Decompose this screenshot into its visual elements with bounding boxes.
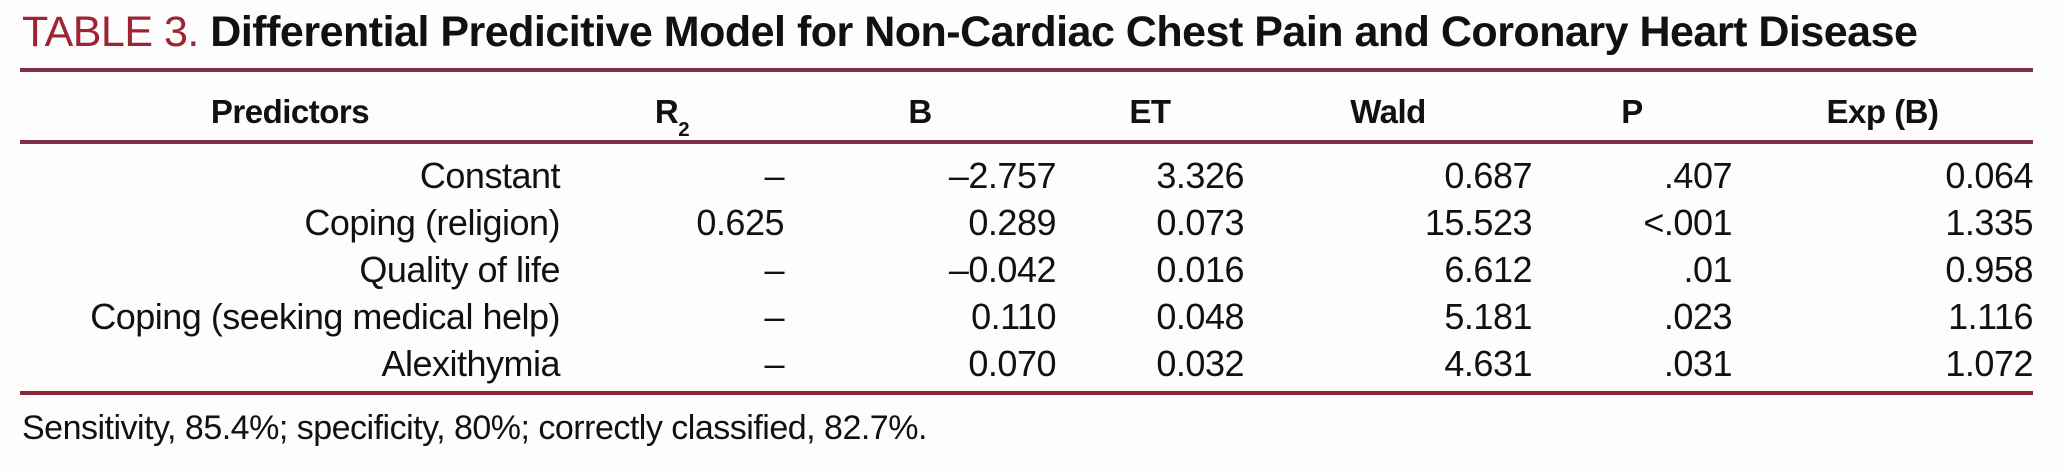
column-header-predictors: Predictors bbox=[210, 93, 370, 130]
cell-et: 0.048 bbox=[1156, 295, 1244, 337]
table-header: Predictors R2 B ET Wald P Exp (B) bbox=[20, 72, 2033, 152]
table-row: Coping (seeking medical help) – 0.110 0.… bbox=[20, 293, 2033, 340]
statistics-table: Predictors R2 B ET Wald P Exp (B) Consta… bbox=[20, 72, 2033, 387]
column-header-wald: Wald bbox=[1350, 93, 1426, 130]
cell-r2: 0.625 bbox=[696, 201, 784, 243]
cell-r2: – bbox=[764, 248, 784, 290]
cell-p: .407 bbox=[1663, 154, 1733, 196]
cell-exp-b: 0.064 bbox=[1945, 154, 2033, 196]
cell-r2: – bbox=[764, 154, 784, 196]
horizontal-rule-top bbox=[20, 68, 2033, 72]
cell-p: .01 bbox=[1683, 248, 1732, 290]
column-header-r2: R2 bbox=[560, 72, 784, 152]
cell-predictor: Coping (seeking medical help) bbox=[90, 295, 560, 337]
table-footnote: Sensitivity, 85.4%; specificity, 80%; co… bbox=[22, 409, 927, 447]
cell-predictor: Constant bbox=[419, 154, 561, 196]
column-header-exp-b: Exp (B) bbox=[1826, 93, 1940, 130]
cell-exp-b: 1.072 bbox=[1945, 342, 2033, 384]
cell-predictor: Alexithymia bbox=[381, 342, 560, 384]
table-body: Constant – –2.757 3.326 0.687 .407 0.064… bbox=[20, 152, 2033, 387]
cell-b: 0.289 bbox=[968, 201, 1056, 243]
cell-b: 0.070 bbox=[968, 342, 1056, 384]
table-title: Differential Predicitive Model for Non-C… bbox=[210, 8, 1918, 56]
cell-b: 0.110 bbox=[971, 295, 1056, 337]
cell-exp-b: 1.335 bbox=[1945, 201, 2033, 243]
table-row: Alexithymia – 0.070 0.032 4.631 .031 1.0… bbox=[20, 340, 2033, 387]
cell-b: –2.757 bbox=[948, 154, 1057, 196]
table-row: Coping (religion) 0.625 0.289 0.073 15.5… bbox=[20, 199, 2033, 246]
cell-et: 3.326 bbox=[1156, 154, 1244, 196]
column-header-p: P bbox=[1621, 93, 1643, 130]
cell-exp-b: 1.116 bbox=[1948, 295, 2033, 337]
cell-exp-b: 0.958 bbox=[1945, 248, 2033, 290]
cell-p: .023 bbox=[1663, 295, 1733, 337]
horizontal-rule-bottom bbox=[20, 391, 2033, 395]
cell-wald: 15.523 bbox=[1424, 201, 1533, 243]
r2-base: R bbox=[654, 93, 679, 130]
cell-wald: 0.687 bbox=[1444, 154, 1532, 196]
column-header-b: B bbox=[908, 93, 932, 130]
cell-r2: – bbox=[764, 295, 784, 337]
header-row: Predictors R2 B ET Wald P Exp (B) bbox=[20, 72, 2033, 152]
table-row: Constant – –2.757 3.326 0.687 .407 0.064 bbox=[20, 152, 2034, 199]
cell-predictor: Quality of life bbox=[359, 248, 560, 290]
table-number-label: TABLE 3. bbox=[22, 8, 199, 56]
horizontal-rule-under-header bbox=[20, 140, 2033, 144]
cell-wald: 4.631 bbox=[1444, 342, 1532, 384]
cell-p: .031 bbox=[1663, 342, 1733, 384]
table-heading: TABLE 3. Differential Predicitive Model … bbox=[22, 6, 1918, 58]
cell-wald: 5.181 bbox=[1444, 295, 1532, 337]
cell-et: 0.032 bbox=[1156, 342, 1244, 384]
cell-et: 0.016 bbox=[1156, 248, 1244, 290]
column-header-et: ET bbox=[1129, 93, 1171, 130]
cell-b: –0.042 bbox=[948, 248, 1057, 290]
table-row: Quality of life – –0.042 0.016 6.612 .01… bbox=[20, 246, 2033, 293]
r2-subscript: 2 bbox=[678, 118, 690, 142]
cell-p: <.001 bbox=[1643, 201, 1732, 243]
cell-r2: – bbox=[764, 342, 784, 384]
cell-wald: 6.612 bbox=[1444, 248, 1532, 290]
cell-et: 0.073 bbox=[1156, 201, 1244, 243]
cell-predictor: Coping (religion) bbox=[304, 201, 560, 243]
